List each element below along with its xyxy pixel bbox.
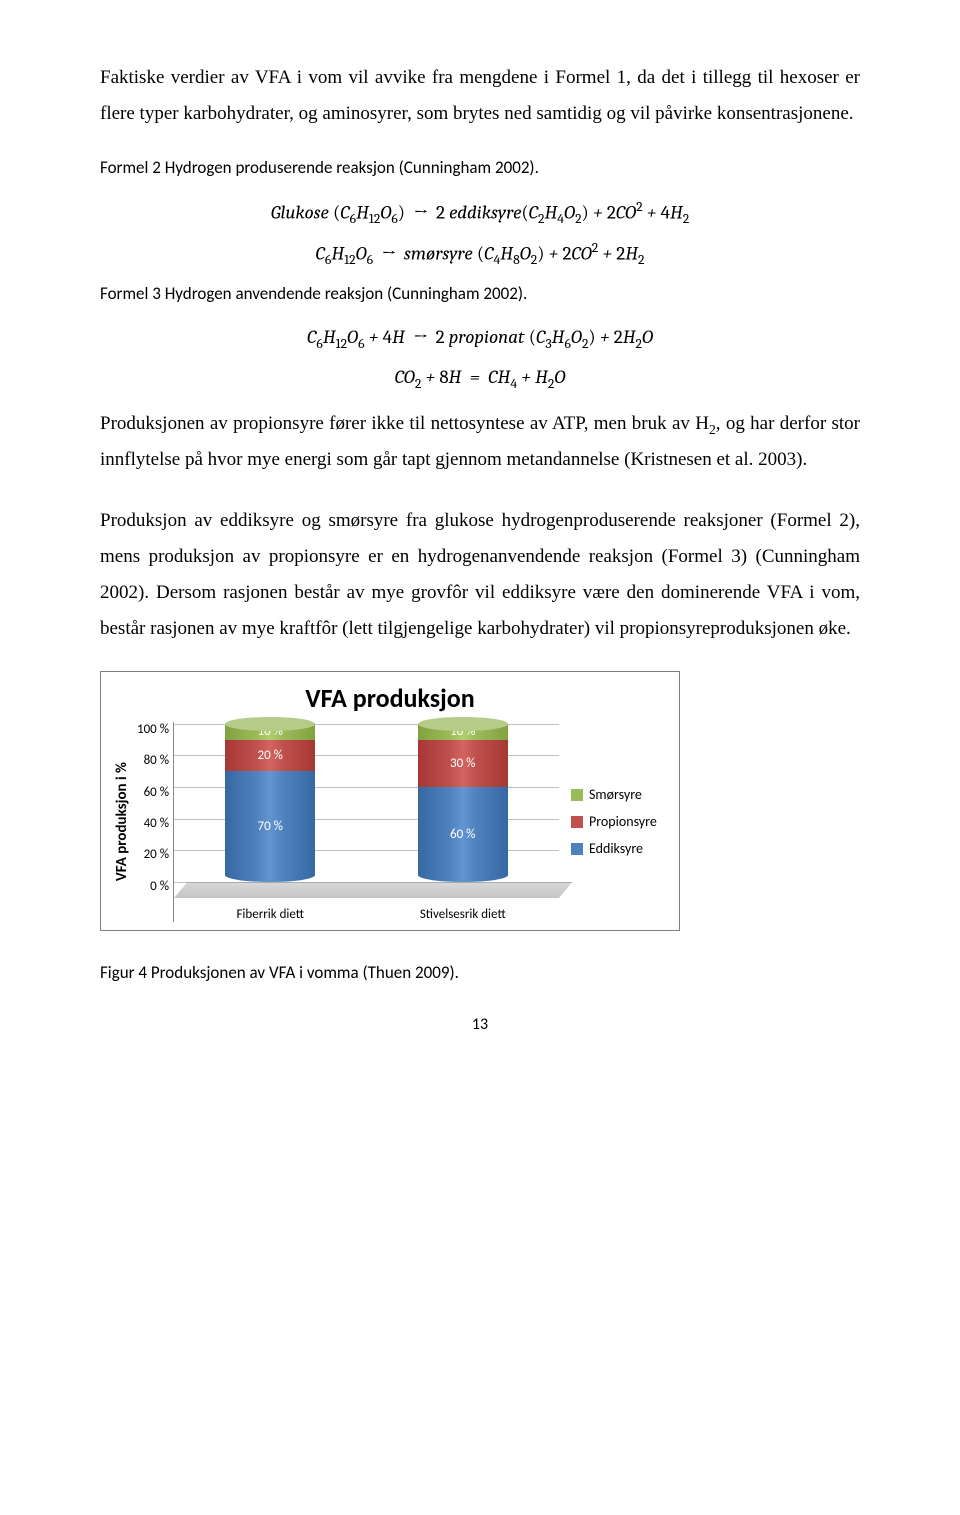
bars-row: 10 %20 %70 % 10 %30 %60 % [174,724,559,882]
formel3-caption: Formel 3 Hydrogen anvendende reaksjon (C… [100,282,860,306]
category-label: Fiberrik diett [210,907,330,922]
chart-title: VFA produksjon [111,682,669,714]
formel2-caption: Formel 2 Hydrogen produserende reaksjon … [100,156,860,180]
y-tick: 100 % [137,722,169,737]
stacked-cylinder: 10 %30 %60 % [418,724,508,882]
formula-glucose-acetic: Glukose (C6H12O6) → 2 eddiksyre(C2H4O2) … [100,200,860,227]
vfa-chart: VFA produksjon VFA produksjon i % 100 % 8… [100,671,680,931]
y-axis-ticks: 100 % 80 % 60 % 40 % 20 % 0 % [133,722,173,922]
legend-label: Eddiksyre [589,840,643,857]
stacked-cylinder: 10 %20 %70 % [225,724,315,882]
legend-swatch [571,816,583,828]
y-tick: 80 % [137,753,169,768]
bar-column: 10 %20 %70 % [225,724,315,882]
formula-glucose-butyric: C6H12O6 → smørsyre (C4H8O2) + 2CO2 + 2H2 [100,241,860,268]
y-tick: 60 % [137,785,169,800]
cylinder-top [225,717,315,731]
bar-segment: 20 % [225,740,315,772]
legend-item: Propionsyre [571,813,669,830]
plot-area: 10 %20 %70 % 10 %30 %60 % Fiberrik diett S… [173,722,559,922]
production-paragraph: Produksjon av eddiksyre og smørsyre fra … [100,503,860,647]
bar-segment: 30 % [418,740,508,787]
bar-segment: 70 % [225,771,315,882]
bar-segment: 60 % [418,787,508,882]
intro-paragraph: Faktiske verdier av VFA i vom vil avvike… [100,60,860,132]
category-label: Stivelsesrik diett [403,907,523,922]
legend-item: Smørsyre [571,786,669,803]
plot-floor [174,882,572,898]
y-axis-label: VFA produksjon i % [111,762,133,881]
figure4-caption: Figur 4 Produksjonen av VFA i vomma (Thu… [100,961,860,985]
para2-part-a: Produksjonen av propionsyre fører ikke t… [100,413,709,434]
legend-label: Propionsyre [589,813,657,830]
legend-label: Smørsyre [589,786,642,803]
legend-swatch [571,789,583,801]
formula-propionate: C6H12O6 + 4H → 2 propionat (C3H6O2) + 2H… [100,326,860,352]
y-tick: 20 % [137,847,169,862]
page-number: 13 [100,1015,860,1034]
chart-legend: Smørsyre Propionsyre Eddiksyre [559,722,669,922]
propionsyre-paragraph: Produksjonen av propionsyre fører ikke t… [100,406,860,479]
legend-swatch [571,843,583,855]
legend-item: Eddiksyre [571,840,669,857]
y-tick: 0 % [137,879,169,894]
cylinder-top [418,717,508,731]
bar-column: 10 %30 %60 % [418,724,508,882]
formula-methane: CO2 + 8H = CH4 + H2O [100,366,860,392]
y-tick: 40 % [137,816,169,831]
category-labels: Fiberrik diett Stivelsesrik diett [174,898,559,922]
